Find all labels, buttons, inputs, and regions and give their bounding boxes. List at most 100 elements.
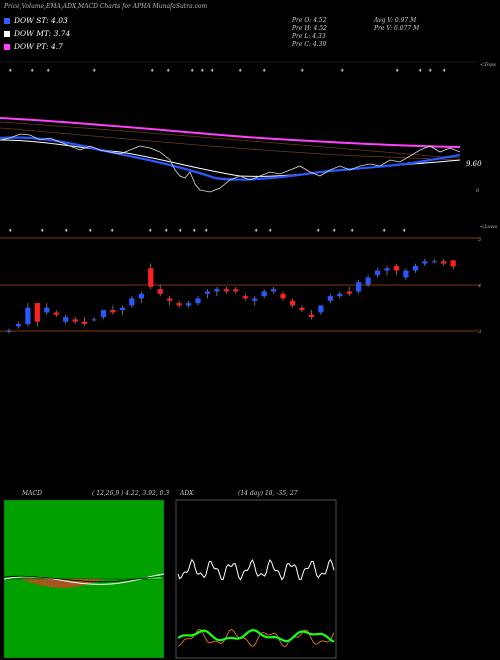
lows-marker: ♦ <box>178 228 182 234</box>
tops-marker: ♦ <box>8 68 12 74</box>
macd-histogram-bar <box>150 576 152 579</box>
macd-panel <box>3 499 165 659</box>
macd-histogram-bar <box>87 579 89 585</box>
lows-marker: ♦ <box>164 228 168 234</box>
macd-histogram-bar <box>48 579 49 587</box>
macd-histogram-bar <box>24 579 26 581</box>
tops-marker: ♦ <box>418 68 422 74</box>
candle-body <box>365 277 371 285</box>
ema-panel: ♦ ♦ ♦ ♦ ♦ ♦ ♦ ♦ ♦ ♦ ♦ ♦ ♦ ♦ ♦ ♦ ♦ <box>0 61 478 193</box>
candle-body <box>356 282 362 292</box>
candle-body <box>138 293 144 299</box>
macd-histogram-bar <box>56 579 58 588</box>
macd-histogram-bar <box>49 579 51 588</box>
candle-body <box>327 296 333 301</box>
macd-histogram-bar <box>27 579 28 582</box>
adx-di-white-line <box>177 558 335 581</box>
ema-pt-line <box>0 117 461 148</box>
candle-body <box>148 268 154 287</box>
macd-histogram-bar <box>80 579 82 586</box>
macd-histogram-bar <box>97 579 98 582</box>
price-level-4: 4 <box>478 283 482 289</box>
macd-histogram-bar <box>57 579 59 588</box>
macd-histogram-bar <box>83 579 84 586</box>
candle-body <box>204 291 211 294</box>
adx-line <box>177 628 335 643</box>
lows-marker: ♦ <box>8 228 12 234</box>
macd-histogram-bar <box>157 575 159 579</box>
macd-histogram-bar <box>50 579 52 588</box>
lows-marker: ♦ <box>382 228 386 234</box>
candle-body <box>412 265 418 271</box>
stat-pre-volume: Pre V: 6.077 M <box>374 25 420 32</box>
macd-histogram-bar <box>52 579 54 588</box>
candle-body <box>271 289 277 292</box>
tops-marker: ♦ <box>238 68 242 74</box>
macd-histogram-bar <box>28 579 30 582</box>
candle-body <box>450 260 456 267</box>
macd-histogram <box>21 575 162 588</box>
candle-body <box>6 331 12 332</box>
lows-marker: ♦ <box>204 228 208 234</box>
lows-marker: ♦ <box>88 228 92 234</box>
candle-body <box>289 300 296 306</box>
candle-body <box>110 310 116 313</box>
price-level-5: 5 <box>478 237 482 243</box>
candle-body <box>223 289 229 292</box>
macd-histogram-bar <box>36 579 38 585</box>
macd-histogram-bar <box>45 579 47 587</box>
tops-marker: ♦ <box>210 68 214 74</box>
legend-dow-mt: DOW MT: 3.74 <box>4 29 70 38</box>
candle-body <box>15 324 22 327</box>
macd-histogram-bar <box>38 579 40 585</box>
tops-label: <Tops <box>480 62 496 68</box>
macd-histogram-bar <box>152 576 154 579</box>
macd-histogram-bar <box>101 579 103 580</box>
stat-pre-close: Pre C: 4.39 <box>292 41 327 48</box>
candle-body <box>337 293 343 297</box>
macd-histogram-bar <box>94 579 96 583</box>
ema-st-line <box>0 136 461 181</box>
macd-histogram-bar <box>153 576 155 579</box>
macd-histogram-bar <box>71 579 73 588</box>
candle-body <box>374 270 381 276</box>
macd-title: MACD <box>22 490 42 497</box>
candle-body <box>157 289 163 294</box>
adx-title: ADX <box>180 490 194 497</box>
macd-histogram-bar <box>32 579 34 584</box>
macd-histogram-bar <box>70 579 72 588</box>
candle-body <box>308 314 314 318</box>
ema-long-line-1 <box>0 121 461 159</box>
candle-body <box>299 307 305 311</box>
tops-markers: ♦ ♦ ♦ ♦ ♦ ♦ ♦ ♦ ♦ ♦ ♦ ♦ ♦ ♦ ♦ ♦ ♦ <box>8 68 446 74</box>
macd-histogram-bar <box>42 579 44 586</box>
candle-body <box>233 289 239 292</box>
candle-body <box>129 298 135 306</box>
macd-histogram-bar <box>53 579 55 588</box>
legend-dow-st-label: DOW ST: 4.03 <box>14 16 68 25</box>
macd-histogram-bar <box>35 579 37 584</box>
macd-histogram-bar <box>99 579 101 581</box>
tops-marker: ♦ <box>46 68 50 74</box>
stat-avg-volume: Avg V: 0.97 M <box>374 17 417 24</box>
lows-marker: ♦ <box>40 228 44 234</box>
candle-body <box>72 319 78 322</box>
macd-histogram-bar <box>73 579 75 588</box>
candle-body <box>185 303 192 306</box>
tops-marker: ♦ <box>395 68 399 74</box>
macd-histogram-bar <box>46 579 48 587</box>
candle-body <box>82 321 88 325</box>
adx-params: (14 day) 18, -35, 27 <box>238 490 298 497</box>
lows-marker: ♦ <box>402 228 406 234</box>
macd-histogram-bar <box>62 579 63 588</box>
lows-marker: ♦ <box>332 228 336 234</box>
macd-histogram-bar <box>81 579 83 586</box>
candle-body <box>384 268 390 271</box>
macd-histogram-bar <box>59 579 61 588</box>
lows-marker: ♦ <box>110 228 114 234</box>
tops-marker: ♦ <box>92 68 96 74</box>
macd-histogram-bar <box>85 579 87 585</box>
legend-dow-pt: DOW PT: 4.7 <box>4 42 63 51</box>
tops-marker: ♦ <box>166 68 170 74</box>
